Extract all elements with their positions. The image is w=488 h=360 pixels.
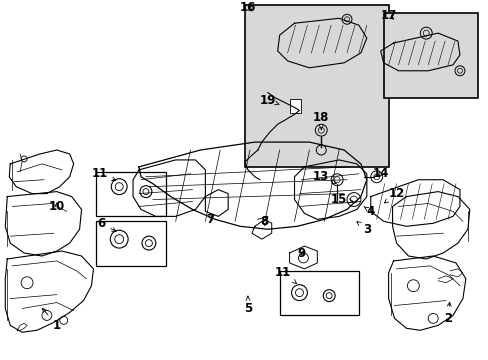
Text: 13: 13 [312, 170, 336, 184]
Text: 5: 5 [244, 296, 252, 315]
Text: 2: 2 [443, 302, 451, 325]
Text: 16: 16 [239, 1, 256, 14]
Text: 9: 9 [297, 247, 305, 260]
Text: 8: 8 [260, 215, 268, 228]
Bar [279, 271, 358, 315]
Text: 6: 6 [97, 217, 116, 231]
Text: 12: 12 [384, 187, 404, 203]
Text: 17: 17 [380, 9, 396, 22]
Text: 11: 11 [274, 266, 296, 283]
Text: 14: 14 [372, 167, 388, 180]
Text: 10: 10 [49, 200, 65, 213]
Text: 19: 19 [259, 94, 279, 107]
Bar [96, 172, 165, 216]
Bar [96, 221, 165, 266]
Text: 1: 1 [42, 309, 61, 332]
Text: 4: 4 [363, 205, 374, 218]
Text: 15: 15 [330, 193, 352, 206]
Bar [383, 13, 477, 98]
Bar [244, 5, 388, 167]
Text: 7: 7 [206, 213, 214, 226]
Text: 3: 3 [356, 222, 370, 236]
Text: 11: 11 [91, 167, 116, 181]
Bar [289, 99, 301, 113]
Text: 18: 18 [312, 111, 329, 130]
